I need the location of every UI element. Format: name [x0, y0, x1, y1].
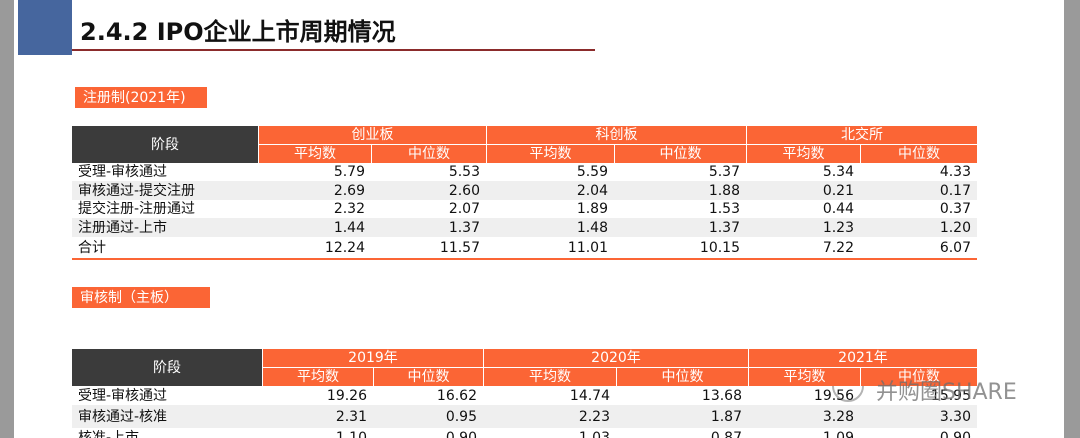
value-cell: 2.32	[333, 201, 365, 217]
value-cell: 4.33	[939, 164, 971, 180]
stage-cell: 受理-审核通过	[78, 164, 168, 180]
page-title: 2.4.2 IPO企业上市周期情况	[80, 18, 396, 46]
sub-header: 中位数	[860, 368, 977, 386]
value-cell: 3.28	[822, 408, 854, 425]
sub-header: 中位数	[373, 368, 483, 386]
value-cell: 1.09	[822, 430, 854, 438]
value-cell: 16.62	[436, 387, 477, 404]
value-cell: 5.79	[333, 164, 365, 180]
value-cell: 2.69	[333, 182, 365, 199]
stage-cell: 受理-审核通过	[78, 387, 168, 404]
value-cell: 1.37	[708, 219, 740, 236]
stage-header: 阶段	[72, 126, 258, 163]
value-cell: 3.30	[939, 408, 971, 425]
watermark: 并购圈SHARE	[876, 380, 1017, 405]
value-cell: 1.20	[939, 219, 971, 236]
value-cell: 2.07	[448, 201, 480, 217]
stage-cell: 注册通过-上市	[78, 219, 168, 236]
value-cell: 0.44	[822, 201, 854, 217]
stage-header: 阶段	[72, 349, 262, 386]
value-cell: 0.95	[445, 408, 477, 425]
title-rule	[72, 49, 595, 51]
value-cell: 0.21	[822, 182, 854, 199]
value-cell: 5.53	[448, 164, 480, 180]
section-label: 审核制（主板）	[72, 287, 210, 308]
group-header: 2019年	[262, 349, 483, 368]
group-header: 科创板	[486, 126, 746, 145]
value-cell: 6.07	[939, 239, 971, 256]
sub-header: 中位数	[614, 145, 746, 163]
sub-header: 中位数	[860, 145, 977, 163]
sub-header: 平均数	[262, 368, 373, 386]
row-shade	[72, 405, 977, 428]
sub-header: 中位数	[371, 145, 486, 163]
value-cell: 1.37	[448, 219, 480, 236]
value-cell: 1.44	[333, 219, 365, 236]
stage-cell: 提交注册-注册通过	[78, 201, 196, 217]
sub-header: 平均数	[258, 145, 371, 163]
sub-header: 中位数	[616, 368, 748, 386]
value-cell: 15.95	[930, 387, 971, 404]
value-cell: 1.10	[335, 430, 367, 438]
group-header: 2021年	[748, 349, 977, 368]
value-cell: 0.37	[939, 201, 971, 217]
sub-header: 平均数	[748, 368, 860, 386]
value-cell: 1.89	[576, 201, 608, 217]
sub-header: 平均数	[486, 145, 614, 163]
value-cell: 2.60	[448, 182, 480, 199]
value-cell: 0.90	[445, 430, 477, 438]
value-cell: 14.74	[569, 387, 610, 404]
value-cell: 11.01	[567, 239, 608, 256]
stage-cell: 核准-上市	[78, 430, 140, 438]
stage-cell: 审核通过-核准	[78, 408, 168, 425]
value-cell: 0.17	[939, 182, 971, 199]
sub-header: 平均数	[746, 145, 860, 163]
value-cell: 0.87	[710, 430, 742, 438]
sub-header: 平均数	[483, 368, 616, 386]
row-shade	[72, 218, 977, 237]
row-shade	[72, 181, 977, 200]
value-cell: 2.04	[576, 182, 608, 199]
value-cell: 5.37	[708, 164, 740, 180]
value-cell: 5.34	[822, 164, 854, 180]
value-cell: 2.23	[578, 408, 610, 425]
table-rule	[72, 258, 977, 260]
value-cell: 19.26	[326, 387, 367, 404]
value-cell: 5.59	[576, 164, 608, 180]
value-cell: 1.88	[708, 182, 740, 199]
value-cell: 1.87	[710, 408, 742, 425]
stage-cell: 合计	[78, 239, 106, 256]
group-header: 2020年	[483, 349, 748, 368]
value-cell: 10.15	[699, 239, 740, 256]
value-cell: 1.53	[708, 201, 740, 217]
value-cell: 0.90	[939, 430, 971, 438]
value-cell: 19.56	[813, 387, 854, 404]
section-label: 注册制(2021年)	[75, 87, 207, 108]
value-cell: 1.03	[578, 430, 610, 438]
value-cell: 13.68	[701, 387, 742, 404]
group-header: 北交所	[746, 126, 977, 145]
value-cell: 1.23	[822, 219, 854, 236]
value-cell: 7.22	[822, 239, 854, 256]
value-cell: 11.57	[439, 239, 480, 256]
corner-block	[18, 0, 72, 55]
value-cell: 12.24	[324, 239, 365, 256]
stage-cell: 审核通过-提交注册	[78, 182, 196, 199]
group-header: 创业板	[258, 126, 486, 145]
value-cell: 2.31	[335, 408, 367, 425]
page: 2.4.2 IPO企业上市周期情况 并购圈SHARE 注册制(2021年) 阶段创…	[14, 0, 1064, 438]
value-cell: 1.48	[576, 219, 608, 236]
